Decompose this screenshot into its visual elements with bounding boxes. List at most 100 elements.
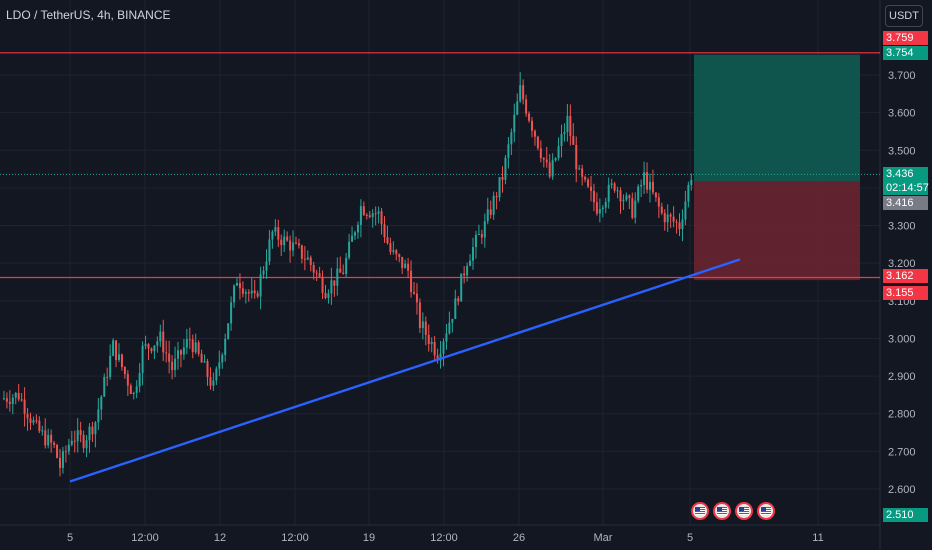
candle-body <box>519 85 522 102</box>
candle-body <box>138 373 141 387</box>
candle-body <box>356 224 359 233</box>
candle-body <box>590 186 592 191</box>
loss-zone <box>694 181 860 281</box>
us-flag-icon[interactable] <box>735 502 753 520</box>
candle-body <box>315 272 318 274</box>
candle-body <box>206 361 209 378</box>
last-price-label: 3.436 <box>886 168 914 180</box>
candle-body <box>85 440 88 449</box>
candle-body <box>330 280 333 294</box>
time-axis-label: 19 <box>363 532 375 544</box>
candle-body <box>687 185 690 202</box>
support-price-tag: 3.162 <box>883 269 928 283</box>
candle-body <box>348 241 351 258</box>
top-level-price-tag: 3.759 <box>883 31 928 45</box>
candle-body <box>26 413 29 419</box>
candle-body <box>578 168 581 170</box>
candle-body <box>153 345 156 352</box>
candle-body <box>185 339 188 348</box>
candle-body <box>619 190 622 202</box>
candle-body <box>548 162 551 177</box>
candle-body <box>168 353 171 362</box>
candle-body <box>480 234 483 238</box>
profit-zone <box>694 54 860 182</box>
candle-body <box>238 282 241 289</box>
candle-body <box>672 216 675 222</box>
candle-body <box>120 354 123 368</box>
candle-body <box>47 434 50 446</box>
candle-body <box>88 426 91 441</box>
candle-body <box>295 242 297 244</box>
candle-body <box>177 350 179 359</box>
candle-body <box>595 202 598 214</box>
candle-body <box>486 209 489 222</box>
candle-body <box>542 158 545 160</box>
candle-body <box>38 420 41 432</box>
candle-body <box>436 355 439 361</box>
candle-body <box>144 344 147 346</box>
candle-countdown: 02:14:57 <box>886 182 929 194</box>
candle-body <box>563 132 566 135</box>
candle-body <box>410 270 413 293</box>
candle-body <box>421 321 424 328</box>
candle-body <box>162 331 165 353</box>
candle-body <box>554 158 557 161</box>
candle-body <box>165 352 168 354</box>
candle-body <box>11 397 14 404</box>
us-flag-icon[interactable] <box>757 502 775 520</box>
candle-body <box>610 183 613 185</box>
candle-body <box>681 219 684 230</box>
candle-body <box>389 243 392 252</box>
candle-body <box>401 256 404 269</box>
candle-body <box>598 209 601 214</box>
candle-body <box>132 392 135 395</box>
time-axis-label: 12:00 <box>131 532 159 544</box>
symbol-title: LDO / TetherUS, 4h, BINANCE <box>6 8 171 22</box>
candle-body <box>669 214 672 217</box>
candle-body <box>649 181 651 190</box>
candle-body <box>212 380 215 386</box>
candle-body <box>392 250 395 252</box>
candle-body <box>321 276 324 293</box>
candle-body <box>510 132 513 145</box>
candle-body <box>418 302 421 328</box>
candle-body <box>94 422 97 435</box>
candle-body <box>516 101 519 115</box>
candle-body <box>643 172 646 185</box>
currency-button[interactable]: USDT <box>885 5 923 27</box>
candle-body <box>97 409 100 423</box>
candle-body <box>395 250 398 255</box>
candle-body <box>501 177 504 180</box>
candle-body <box>690 179 693 186</box>
candle-body <box>303 258 306 260</box>
target-price-tag: 3.754 <box>883 46 928 60</box>
candle-body <box>368 215 371 218</box>
candle-body <box>345 257 348 274</box>
candle-body <box>215 368 218 381</box>
candle-body <box>70 440 73 445</box>
candle-body <box>312 265 315 273</box>
candle-body <box>53 442 56 446</box>
candle-body <box>41 430 44 432</box>
candle-body <box>678 222 681 230</box>
candle-body <box>61 451 64 468</box>
price-axis-label: 3.700 <box>888 70 916 82</box>
price-axis-label: 2.600 <box>888 484 916 496</box>
candle-body <box>64 451 67 453</box>
candle-body <box>566 115 569 133</box>
candle-body <box>150 348 153 352</box>
candle-body <box>592 190 595 203</box>
us-flag-icon[interactable] <box>691 502 709 520</box>
us-flag-icon[interactable] <box>713 502 731 520</box>
candle-body <box>528 113 531 121</box>
candle-body <box>159 331 162 342</box>
candle-body <box>522 85 525 100</box>
price-axis-label: 3.500 <box>888 145 916 157</box>
candle-body <box>339 268 342 273</box>
candle-body <box>451 318 454 323</box>
price-axis-label: 2.700 <box>888 446 916 458</box>
candle-body <box>513 114 516 133</box>
time-axis-label: 5 <box>67 532 73 544</box>
time-axis-label: 12:00 <box>281 532 309 544</box>
